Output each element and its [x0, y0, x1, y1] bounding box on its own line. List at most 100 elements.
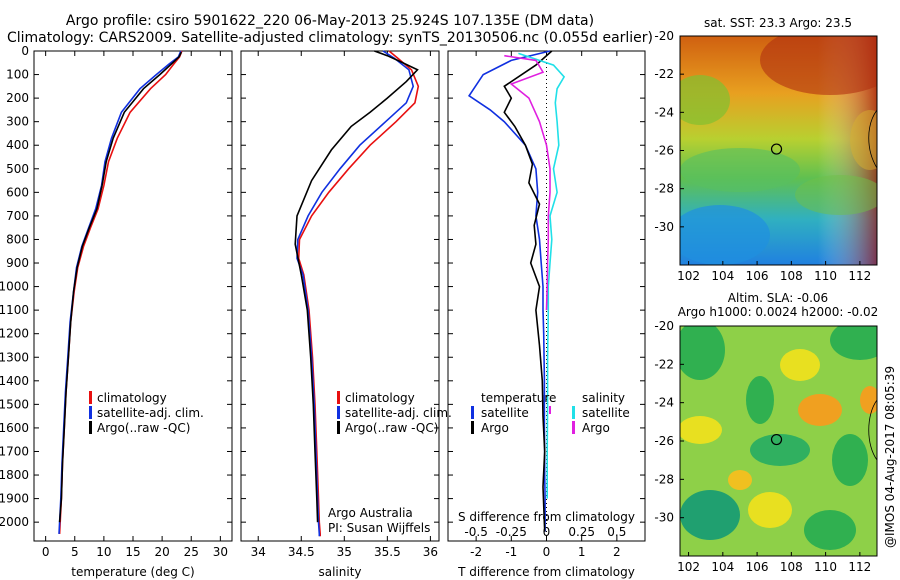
y-tick-label: 1000	[0, 280, 29, 294]
series-line-climatology	[297, 50, 420, 537]
legend-t-argo: Argo	[481, 421, 509, 435]
sla-subtitle: Argo h1000: 0.0024 h2000: -0.02	[678, 305, 879, 319]
x-tick-label: -1	[505, 545, 517, 559]
legend-t-satellite: satellite	[481, 406, 529, 420]
map-y-tick-label: -24	[654, 105, 674, 119]
credit-text: Argo Australia	[328, 506, 413, 520]
y-tick-label: 0	[21, 44, 29, 58]
y-tick-label: 200	[6, 91, 29, 105]
map-x-tick-label: 110	[814, 560, 837, 574]
map-x-tick-label: 102	[677, 560, 700, 574]
map-x-tick-label: 102	[677, 269, 700, 283]
map-y-tick-label: -24	[654, 396, 674, 410]
x-tick-label: 1	[578, 545, 586, 559]
legend-swatch-t-satellite	[471, 406, 474, 419]
series-line-salinity-satellite	[518, 52, 566, 499]
legend-satellite: satellite-adj. clim.	[97, 406, 204, 420]
map-x-tick-label: 108	[780, 560, 803, 574]
x-tick-label: 5	[71, 545, 79, 559]
title-line-1: Argo profile: csiro 5901622_220 06-May-2…	[65, 13, 595, 29]
x-top-tick-label: 0.5	[607, 525, 626, 539]
legend-zero-mark	[549, 406, 551, 414]
x-tick-label: 35.5	[374, 545, 401, 559]
legend-difference: temperature satellite Argo salinity sate…	[471, 391, 630, 435]
map-y-tick-label: -28	[654, 182, 674, 196]
map-axes-2: 102 104 106 108 110 112 -20 -22 -24 -26 -28 -30	[654, 319, 871, 574]
series-line-argo-raw-qc-	[294, 50, 419, 523]
x-top-tick-label: -0.5	[464, 525, 487, 539]
legend-climatology: climatology	[97, 391, 167, 405]
x-tick-label: 36	[423, 545, 438, 559]
legend-swatch-satellite	[89, 406, 92, 419]
map-x-tick-label: 110	[814, 269, 837, 283]
x-tick-label: 30	[213, 545, 228, 559]
legend-swatch-s-argo	[572, 421, 575, 434]
legend-swatch-s-satellite	[572, 406, 575, 419]
y-tick-label: 400	[6, 138, 29, 152]
plot-frame	[240, 50, 440, 542]
legend-s-argo: Argo	[582, 421, 610, 435]
x-tick-label: 0	[42, 545, 50, 559]
x-tick-label: 15	[125, 545, 140, 559]
sst-patches	[680, 36, 877, 265]
map-y-tick-label: -22	[654, 67, 674, 81]
map-x-tick-label: 112	[848, 269, 871, 283]
legend-swatch-climatology	[89, 391, 92, 404]
legend-swatch-argo	[89, 421, 92, 434]
map-x-tick-label: 106	[746, 269, 769, 283]
legend-temperature: climatology satellite-adj. clim. Argo(..…	[89, 391, 204, 435]
profile-panel-3: -2 -1 0 1 2 T difference from climatology S di…	[447, 50, 646, 579]
x-tick-label: 34	[251, 545, 266, 559]
map-y-tick-label: -20	[654, 29, 674, 43]
profile-panel-2: 34 34.5 35 35.5 36 salinity	[240, 50, 440, 579]
y-tick-label: 500	[6, 162, 29, 176]
argo-location-marker	[770, 433, 783, 446]
x-axis-label: T difference from climatology	[457, 565, 635, 579]
x-top-axis-label: S difference from climatology	[458, 510, 635, 524]
map-y-tick-label: -26	[654, 144, 674, 158]
x-tick-label: 35	[337, 545, 352, 559]
series-line-salinity-argo	[504, 54, 551, 311]
map-y-tick-label: -30	[654, 511, 674, 525]
y-tick-label: 2000	[0, 515, 29, 529]
y-tick-label: 700	[6, 209, 29, 223]
x-tick-label: 0	[543, 545, 551, 559]
map-y-tick-label: -22	[654, 357, 674, 371]
map-x-tick-label: 112	[848, 560, 871, 574]
y-tick-label: 1200	[0, 327, 29, 341]
legend-swatch-satellite	[337, 406, 340, 419]
y-tick-label: 100	[6, 68, 29, 82]
series-line-satellite-adj-clim-	[296, 50, 415, 537]
x-tick-label: 34.5	[288, 545, 315, 559]
sst-title: sat. SST: 23.3 Argo: 23.5	[704, 16, 852, 30]
sla-patches	[680, 326, 877, 550]
series-line-argo-raw-qc-	[58, 51, 183, 523]
legend-argo: Argo(..raw -QC)	[97, 421, 190, 435]
series-line-temperature-argo	[503, 50, 553, 532]
y-tick-label: 1600	[0, 421, 29, 435]
y-tick-label: 1100	[0, 303, 29, 317]
map-y-tick-label: -30	[654, 220, 674, 234]
x-tick-label: 2	[613, 545, 621, 559]
y-tick-label: 600	[6, 185, 29, 199]
map-y-tick-label: -28	[654, 472, 674, 486]
y-tick-label: 1900	[0, 492, 29, 506]
map-x-tick-label: 104	[711, 269, 734, 283]
y-tick-label: 900	[6, 256, 29, 270]
sla-title: Altim. SLA: -0.06	[728, 291, 828, 305]
x-tick-label: 10	[96, 545, 111, 559]
y-tick-label: 300	[6, 115, 29, 129]
x-axis-label: temperature (deg C)	[71, 565, 194, 579]
legend-salinity: climatology satellite-adj. clim. Argo(..…	[337, 391, 452, 435]
plot-frame	[33, 50, 233, 542]
map-y-tick-label: -26	[654, 434, 674, 448]
argo-location-marker	[770, 143, 783, 155]
pi-text: PI: Susan Wijffels	[328, 521, 430, 535]
y-tick-label: 1400	[0, 374, 29, 388]
x-tick-label: 25	[184, 545, 199, 559]
x-top-tick-label: 0.25	[568, 525, 595, 539]
legend-climatology: climatology	[345, 391, 415, 405]
x-tick-label: 20	[154, 545, 169, 559]
y-tick-label: 1300	[0, 350, 29, 364]
